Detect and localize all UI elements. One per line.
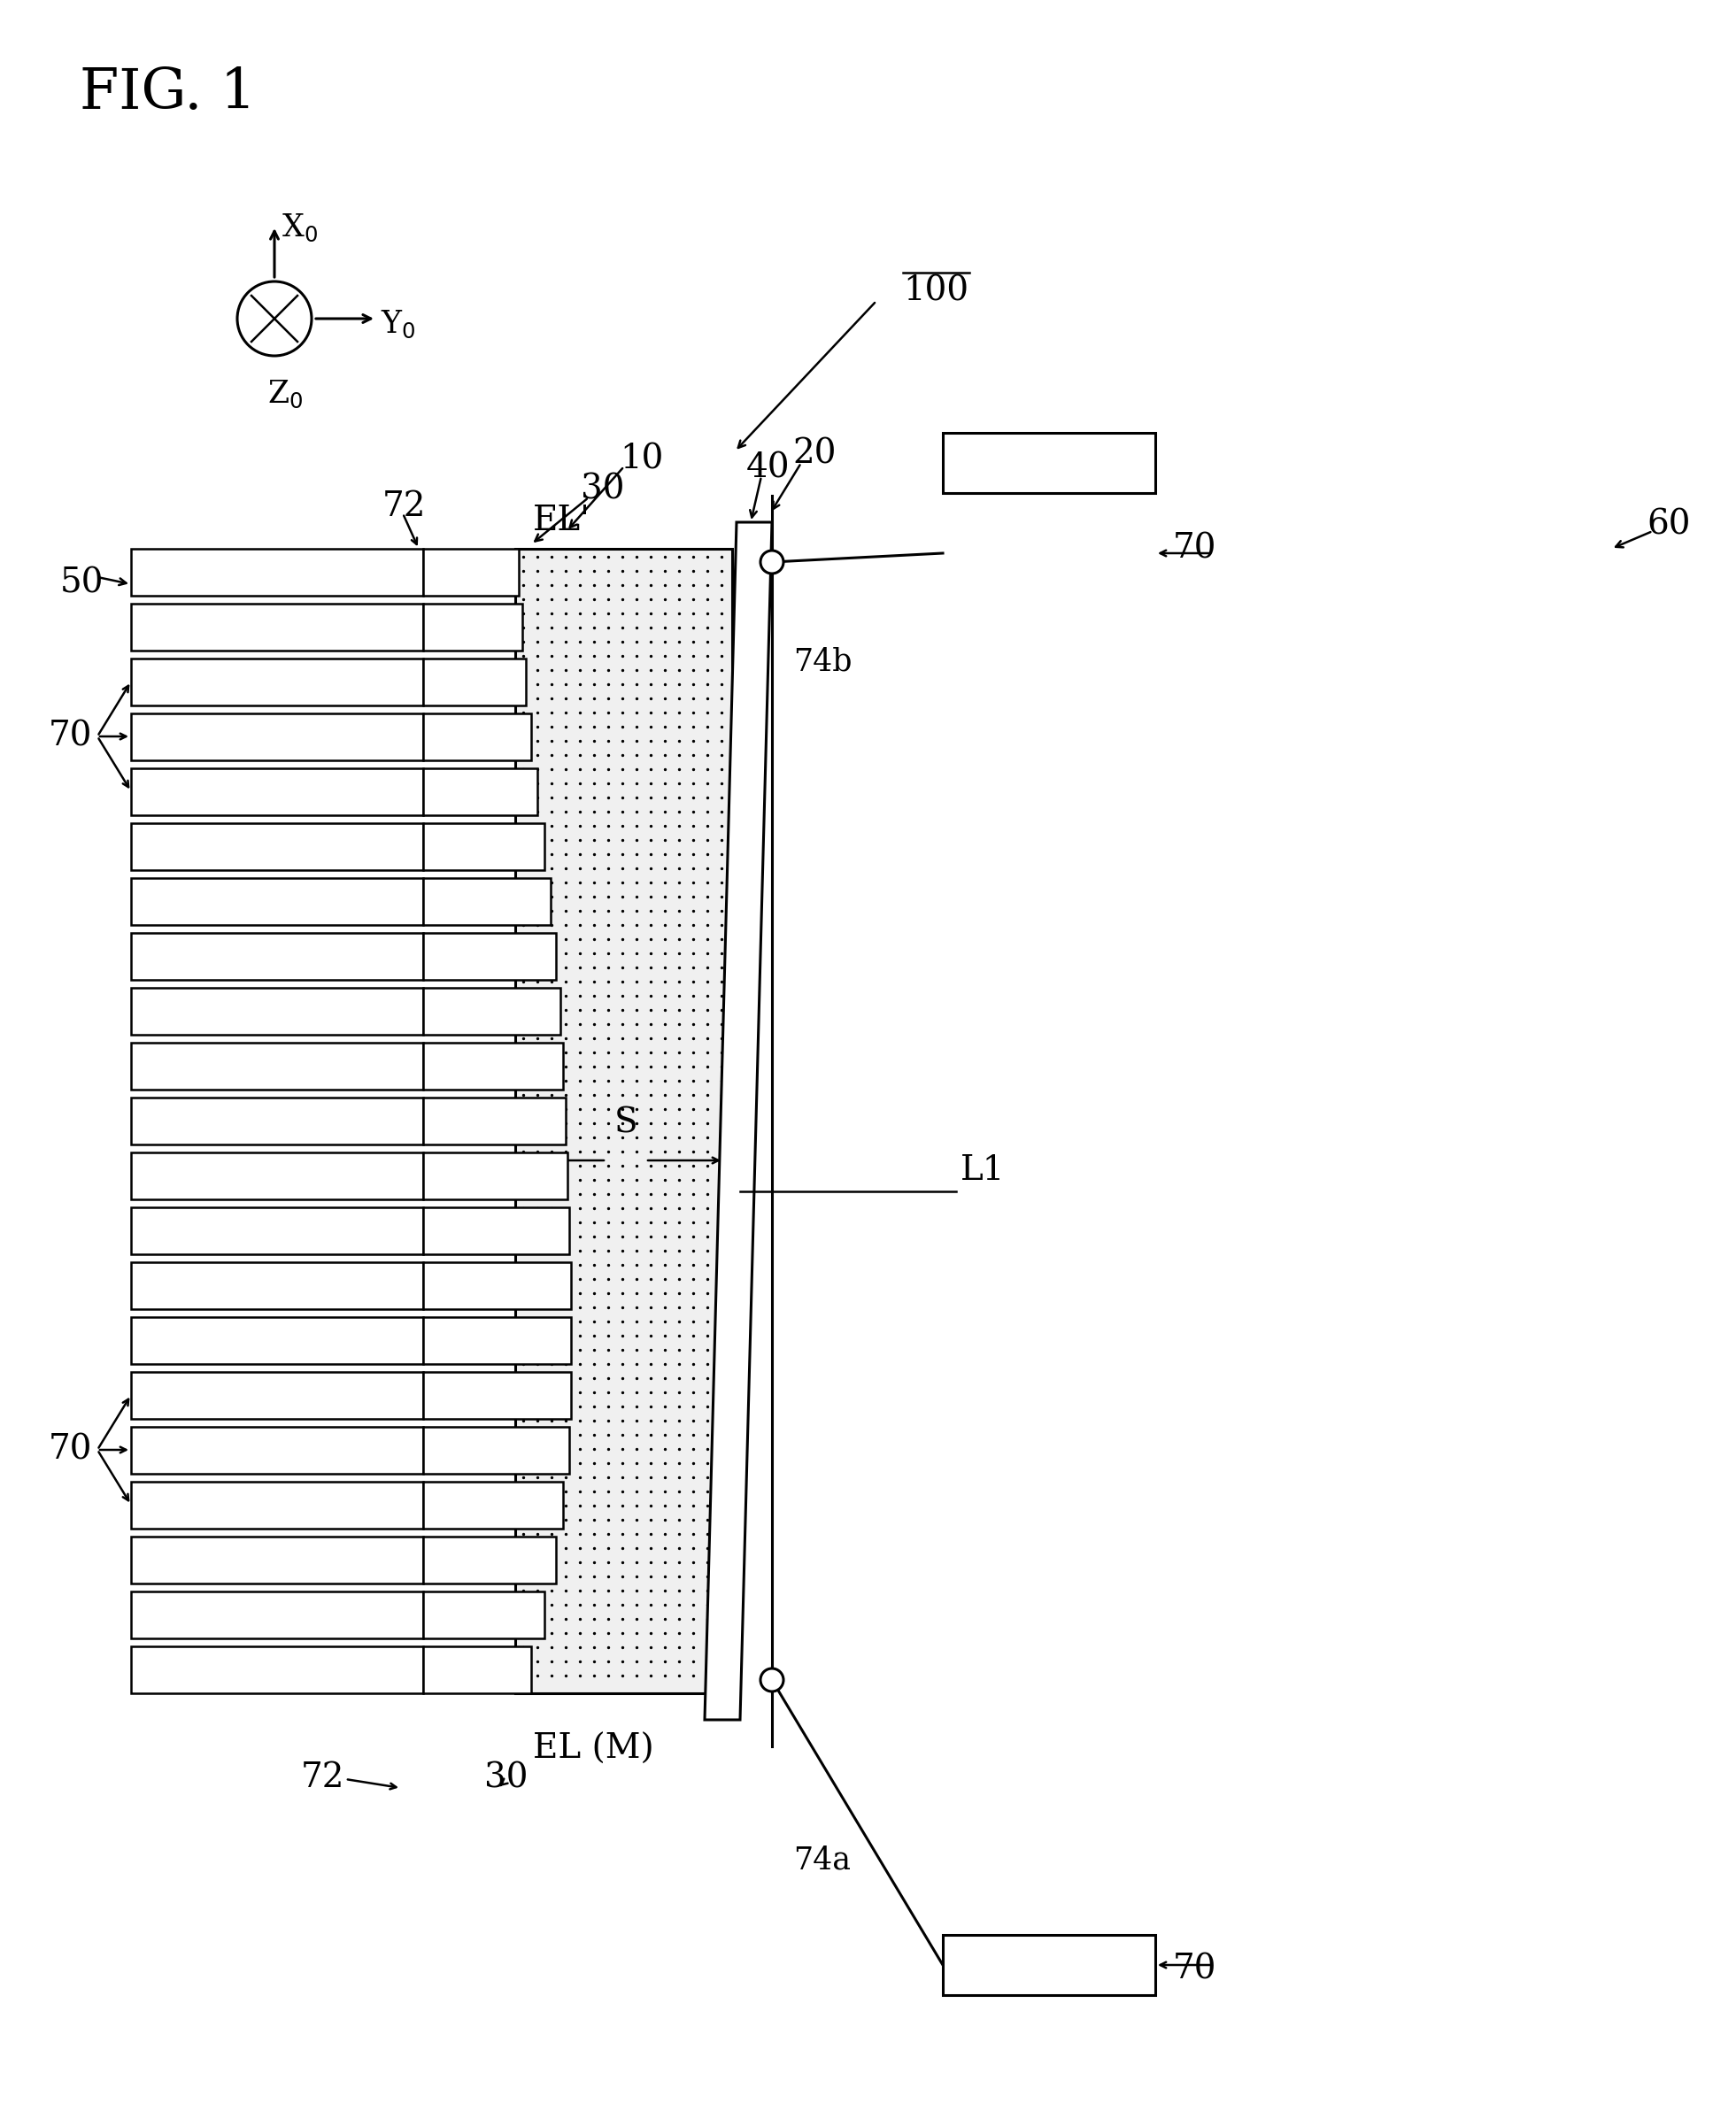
Text: L2: L2 [427, 1324, 472, 1356]
Bar [130, 1098, 424, 1144]
Bar [424, 1263, 571, 1310]
Bar [424, 1153, 568, 1199]
Bar [130, 1646, 424, 1693]
Bar [424, 1481, 562, 1528]
Bar [130, 1263, 424, 1310]
Bar [424, 769, 538, 816]
Bar [130, 659, 424, 706]
Bar [424, 714, 531, 761]
Text: EL (M): EL (M) [533, 1733, 654, 1765]
Text: 72: 72 [300, 1761, 345, 1795]
Bar [424, 1646, 531, 1693]
Text: EL': EL' [533, 504, 590, 538]
Text: 40: 40 [746, 451, 790, 483]
Text: 30: 30 [484, 1761, 528, 1795]
Bar [130, 1371, 424, 1420]
Bar [130, 1153, 424, 1199]
Bar [130, 1481, 424, 1528]
Bar [130, 1043, 424, 1089]
Text: 72: 72 [382, 489, 427, 523]
Text: 70: 70 [1174, 1954, 1217, 1986]
Bar [424, 877, 550, 926]
Circle shape [760, 1668, 783, 1691]
Text: 60: 60 [1646, 509, 1691, 542]
Polygon shape [705, 521, 773, 1721]
Bar [424, 1426, 569, 1473]
Bar [424, 987, 561, 1034]
Bar [130, 604, 424, 651]
Bar [424, 659, 526, 706]
Bar [130, 932, 424, 979]
Text: 50: 50 [61, 566, 104, 600]
Bar [130, 1536, 424, 1583]
Text: Y$_0$: Y$_0$ [380, 309, 415, 339]
Text: 74b: 74b [793, 646, 852, 676]
Text: 20: 20 [792, 439, 837, 470]
Text: 70: 70 [49, 720, 92, 752]
Text: FIG. 1: FIG. 1 [80, 66, 257, 121]
Bar [424, 1371, 571, 1420]
Bar [424, 1536, 556, 1583]
Bar [424, 1208, 569, 1254]
Text: 30: 30 [582, 473, 625, 506]
Text: Z$_0$: Z$_0$ [267, 379, 304, 411]
Text: L1: L1 [960, 1155, 1005, 1187]
Text: 74a: 74a [793, 1846, 851, 1875]
Bar [424, 1591, 545, 1638]
Bar [130, 1426, 424, 1473]
Bar [424, 1098, 566, 1144]
Bar [516, 549, 733, 1693]
Text: S: S [615, 1108, 637, 1140]
Bar [424, 1043, 562, 1089]
Text: 100: 100 [903, 273, 969, 307]
Bar [130, 549, 424, 595]
Bar [943, 1935, 1154, 1996]
Text: 70: 70 [49, 1432, 92, 1466]
Bar [943, 432, 1154, 494]
Text: 70: 70 [1174, 532, 1217, 566]
Text: X$_0$: X$_0$ [281, 212, 318, 244]
Bar [424, 604, 523, 651]
Bar [130, 877, 424, 926]
Bar [130, 714, 424, 761]
Bar [424, 549, 519, 595]
Bar [130, 987, 424, 1034]
Bar [130, 769, 424, 816]
Bar [424, 822, 545, 871]
Text: 10: 10 [620, 443, 663, 475]
Bar [424, 932, 556, 979]
Bar [130, 1591, 424, 1638]
Bar [130, 1208, 424, 1254]
Bar [424, 1318, 571, 1365]
Circle shape [760, 551, 783, 574]
Bar [130, 822, 424, 871]
Bar [130, 1318, 424, 1365]
